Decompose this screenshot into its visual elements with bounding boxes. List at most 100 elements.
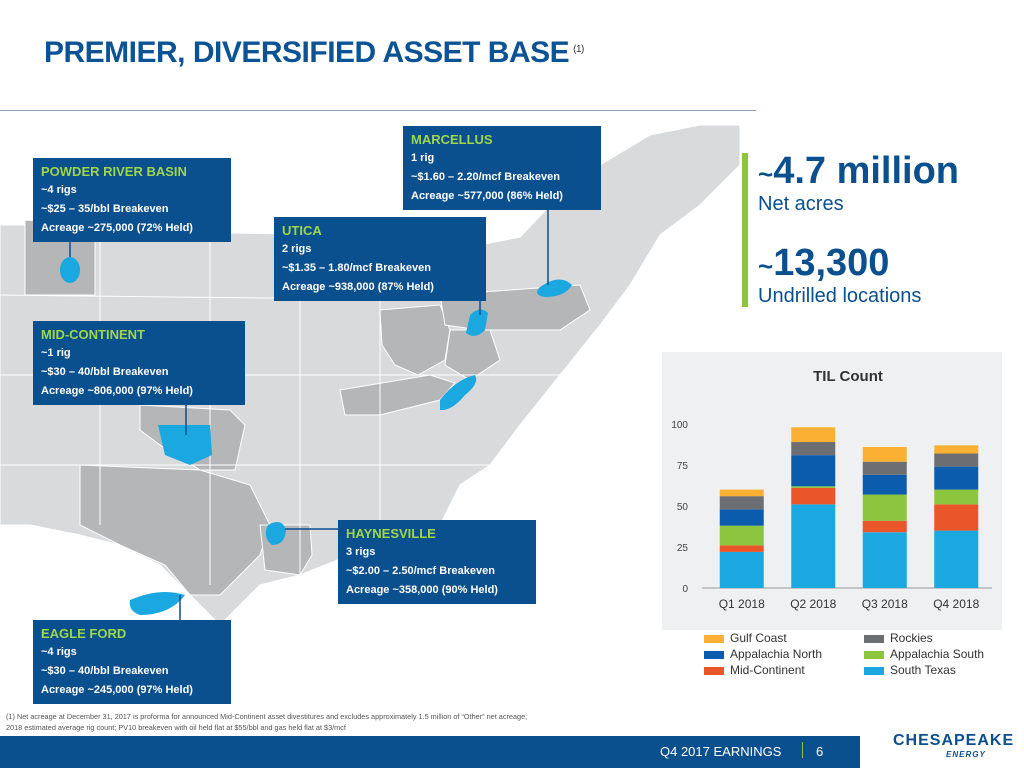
bar-segment-gulf-coast	[862, 446, 907, 462]
bar-segment-appalachia-north	[719, 509, 764, 526]
region-rigs: 3 rigs	[346, 546, 376, 558]
region-callout-marcellus: MARCELLUS 1 rig ~$1.60 – 2.20/mcf Breake…	[403, 126, 601, 210]
bar-segment-mid-continent	[719, 545, 764, 552]
undrilled-number: 13,300	[773, 242, 890, 284]
region-breakeven: ~$30 – 40/bbl Breakeven	[41, 366, 169, 378]
y-tick-label: 0	[682, 584, 688, 595]
region-rigs: 2 rigs	[282, 243, 312, 255]
bar-segment-rockies	[934, 453, 979, 467]
bar-segment-appalachia-south	[934, 489, 979, 505]
x-tick-label: Q1 2018	[719, 597, 765, 611]
undrilled-value: ~13,300	[758, 242, 889, 285]
bar-segment-gulf-coast	[719, 489, 764, 497]
legend-label: Rockies	[890, 631, 933, 645]
legend-label: South Texas	[890, 663, 956, 677]
region-callout-mid-continent: MID-CONTINENT ~1 rig ~$30 – 40/bbl Break…	[33, 321, 245, 405]
net-acres-tilde: ~	[758, 159, 774, 189]
bar-segment-south-texas	[719, 551, 764, 588]
region-callout-utica: UTICA 2 rigs ~$1.35 – 1.80/mcf Breakeven…	[274, 217, 486, 301]
region-breakeven: ~$1.60 – 2.20/mcf Breakeven	[411, 171, 560, 183]
bar-segment-gulf-coast	[791, 427, 836, 443]
legend-swatch	[704, 667, 724, 675]
til-chart-svg: TIL Count 0 25 50 75 100 Q1 2018 Q2 2018 Q3 2018…	[662, 352, 1002, 630]
legend-swatch	[704, 635, 724, 643]
region-name: HAYNESVILLE	[346, 526, 436, 541]
bar-segment-rockies	[791, 442, 836, 456]
bar-segment-appalachia-north	[934, 466, 979, 490]
stats-accent-bar	[742, 153, 748, 307]
bar-segment-south-texas	[862, 532, 907, 588]
y-tick-label: 75	[677, 461, 689, 472]
region-rigs: ~4 rigs	[41, 646, 77, 658]
region-acreage: Acreage ~245,000 (97% Held)	[41, 684, 193, 696]
legend-swatch	[864, 667, 884, 675]
footnote-line-2: 2018 estimated average rig count; PV10 b…	[6, 723, 346, 732]
bar-segment-gulf-coast	[934, 445, 979, 454]
marcellus-play	[536, 279, 572, 297]
legend-swatch	[864, 635, 884, 643]
bar-segment-rockies	[862, 461, 907, 475]
legend-label: Appalachia South	[890, 647, 985, 661]
company-logo: CHESAPEAKE	[893, 732, 1015, 749]
bar-segment-south-texas	[791, 504, 836, 588]
region-rigs: 1 rig	[411, 152, 435, 164]
bar-segment-south-texas	[934, 530, 979, 588]
legend-swatch	[864, 651, 884, 659]
region-name: MID-CONTINENT	[41, 327, 145, 342]
region-acreage: Acreage ~275,000 (72% Held)	[41, 222, 193, 234]
title-footnote-marker: (1)	[573, 44, 584, 55]
region-breakeven: ~$2.00 – 2.50/mcf Breakeven	[346, 565, 495, 577]
footnote-line-1: (1) Net acreage at December 31, 2017 is …	[6, 712, 528, 721]
region-callout-powder-river-basin: POWDER RIVER BASIN ~4 rigs ~$25 – 35/bbl…	[33, 158, 231, 242]
title-text: PREMIER, DIVERSIFIED ASSET BASE	[44, 36, 570, 69]
y-tick-label: 100	[671, 420, 688, 431]
undrilled-tilde: ~	[758, 251, 774, 281]
legend-label: Gulf Coast	[730, 631, 787, 645]
bar-segment-appalachia-south	[791, 486, 836, 488]
bar-segment-appalachia-north	[862, 474, 907, 495]
bar-segment-mid-continent	[862, 520, 907, 533]
region-acreage: Acreage ~806,000 (97% Held)	[41, 385, 193, 397]
region-rigs: ~4 rigs	[41, 184, 77, 196]
utica-play	[466, 309, 488, 336]
region-rigs: ~1 rig	[41, 347, 71, 359]
company-logo-sub: ENERGY	[946, 750, 986, 759]
bar-segment-appalachia-south	[862, 494, 907, 521]
y-tick-label: 50	[677, 502, 689, 513]
region-breakeven: ~$25 – 35/bbl Breakeven	[41, 203, 169, 215]
footnote: (1) Net acreage at December 31, 2017 is …	[6, 711, 766, 733]
x-tick-label: Q4 2018	[933, 597, 979, 611]
legend-label: Appalachia North	[730, 647, 823, 661]
footer-separator	[802, 742, 803, 758]
logo-container	[860, 724, 1024, 768]
region-breakeven: ~$30 – 40/bbl Breakeven	[41, 665, 169, 677]
title-divider	[0, 110, 756, 111]
region-name: EAGLE FORD	[41, 626, 127, 641]
bar-segment-mid-continent	[934, 504, 979, 531]
net-acres-number: 4.7 million	[773, 150, 960, 192]
haynesville-play	[265, 521, 286, 545]
bar-segment-rockies	[719, 496, 764, 510]
region-breakeven: ~$1.35 – 1.80/mcf Breakeven	[282, 262, 431, 274]
mid-continent-play	[158, 425, 212, 465]
powder-river-play	[60, 257, 80, 283]
footer-label: Q4 2017 EARNINGS	[660, 744, 782, 759]
til-chart: TIL Count 0 25 50 75 100 Q1 2018 Q2 2018 Q3 2018…	[662, 352, 1002, 630]
net-acres-value: ~4.7 million	[758, 150, 959, 193]
appalachia-south-play	[440, 375, 477, 411]
region-name: UTICA	[282, 223, 322, 238]
region-name: POWDER RIVER BASIN	[41, 164, 187, 179]
region-callout-haynesville: HAYNESVILLE 3 rigs ~$2.00 – 2.50/mcf Bre…	[338, 520, 536, 604]
x-tick-label: Q3 2018	[862, 597, 908, 611]
bar-segment-appalachia-south	[719, 525, 764, 546]
region-name: MARCELLUS	[411, 132, 493, 147]
eagle-ford-play	[129, 591, 185, 615]
region-acreage: Acreage ~358,000 (90% Held)	[346, 584, 498, 596]
bar-segment-appalachia-north	[791, 455, 836, 487]
slide-title: PREMIER, DIVERSIFIED ASSET BASE (1)	[44, 36, 584, 70]
bar-segment-mid-continent	[791, 487, 836, 505]
x-tick-label: Q2 2018	[790, 597, 836, 611]
y-tick-label: 25	[677, 543, 689, 554]
footer-bar	[0, 736, 1024, 768]
region-callout-eagle-ford: EAGLE FORD ~4 rigs ~$30 – 40/bbl Breakev…	[33, 620, 231, 704]
